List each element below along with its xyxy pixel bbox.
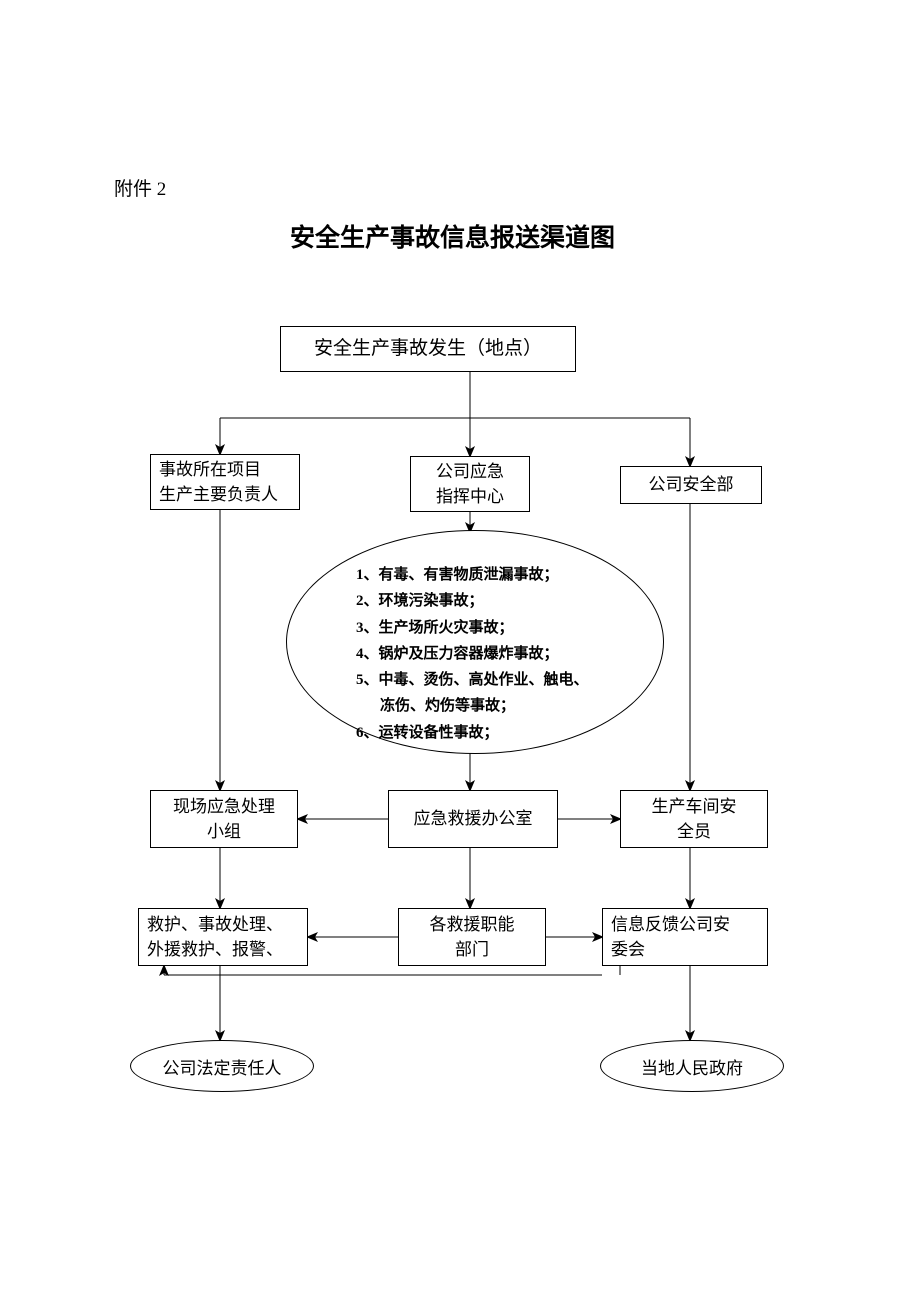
node-rescue-office-label: 应急救援办公室	[414, 806, 533, 832]
types-item-6: 6、运转设备性事故；	[356, 720, 589, 746]
node-rescue-office: 应急救援办公室	[388, 790, 558, 848]
node-project-lead: 事故所在项目 生产主要负责人	[150, 454, 300, 510]
node-rescue-depts: 各救援职能 部门	[398, 908, 546, 966]
node-safety-dept-label: 公司安全部	[649, 472, 734, 498]
types-list: 1、有毒、有害物质泄漏事故； 2、环境污染事故； 3、生产场所火灾事故； 4、锅…	[356, 562, 589, 746]
types-item-3: 3、生产场所火灾事故；	[356, 615, 589, 641]
node-local-gov: 当地人民政府	[600, 1040, 784, 1092]
node-onsite-team-label: 现场应急处理 小组	[173, 794, 275, 845]
types-item-4: 4、锅炉及压力容器爆炸事故；	[356, 641, 589, 667]
types-item-2: 2、环境污染事故；	[356, 588, 589, 614]
node-start-label: 安全生产事故发生（地点）	[314, 335, 542, 364]
node-command-center: 公司应急 指挥中心	[410, 456, 530, 512]
node-rescue-depts-label: 各救援职能 部门	[430, 912, 515, 963]
node-workshop-safety-label: 生产车间安 全员	[652, 794, 737, 845]
node-safety-dept: 公司安全部	[620, 466, 762, 504]
node-onsite-team: 现场应急处理 小组	[150, 790, 298, 848]
node-workshop-safety: 生产车间安 全员	[620, 790, 768, 848]
attachment-label: 附件 2	[114, 174, 166, 201]
node-rescue-actions: 救护、事故处理、 外援救护、报警、	[138, 908, 308, 966]
node-rescue-actions-label: 救护、事故处理、 外援救护、报警、	[147, 912, 283, 963]
node-command-center-label: 公司应急 指挥中心	[436, 459, 504, 510]
types-item-5b: 冻伤、灼伤等事故；	[356, 693, 589, 719]
node-legal-person: 公司法定责任人	[130, 1040, 314, 1092]
page: 附件 2 安全生产事故信息报送渠道图 安全生产事故发生（地点） 事故所在项目 生…	[0, 0, 920, 1302]
types-item-5: 5、中毒、烫伤、高处作业、触电、	[356, 667, 589, 693]
node-feedback-committee-label: 信息反馈公司安 委会	[611, 912, 730, 963]
node-legal-person-label: 公司法定责任人	[163, 1054, 282, 1079]
page-title: 安全生产事故信息报送渠道图	[290, 218, 615, 254]
node-project-lead-label: 事故所在项目 生产主要负责人	[159, 457, 278, 508]
node-start: 安全生产事故发生（地点）	[280, 326, 576, 372]
node-local-gov-label: 当地人民政府	[641, 1054, 743, 1079]
types-item-1: 1、有毒、有害物质泄漏事故；	[356, 562, 589, 588]
node-feedback-committee: 信息反馈公司安 委会	[602, 908, 768, 966]
